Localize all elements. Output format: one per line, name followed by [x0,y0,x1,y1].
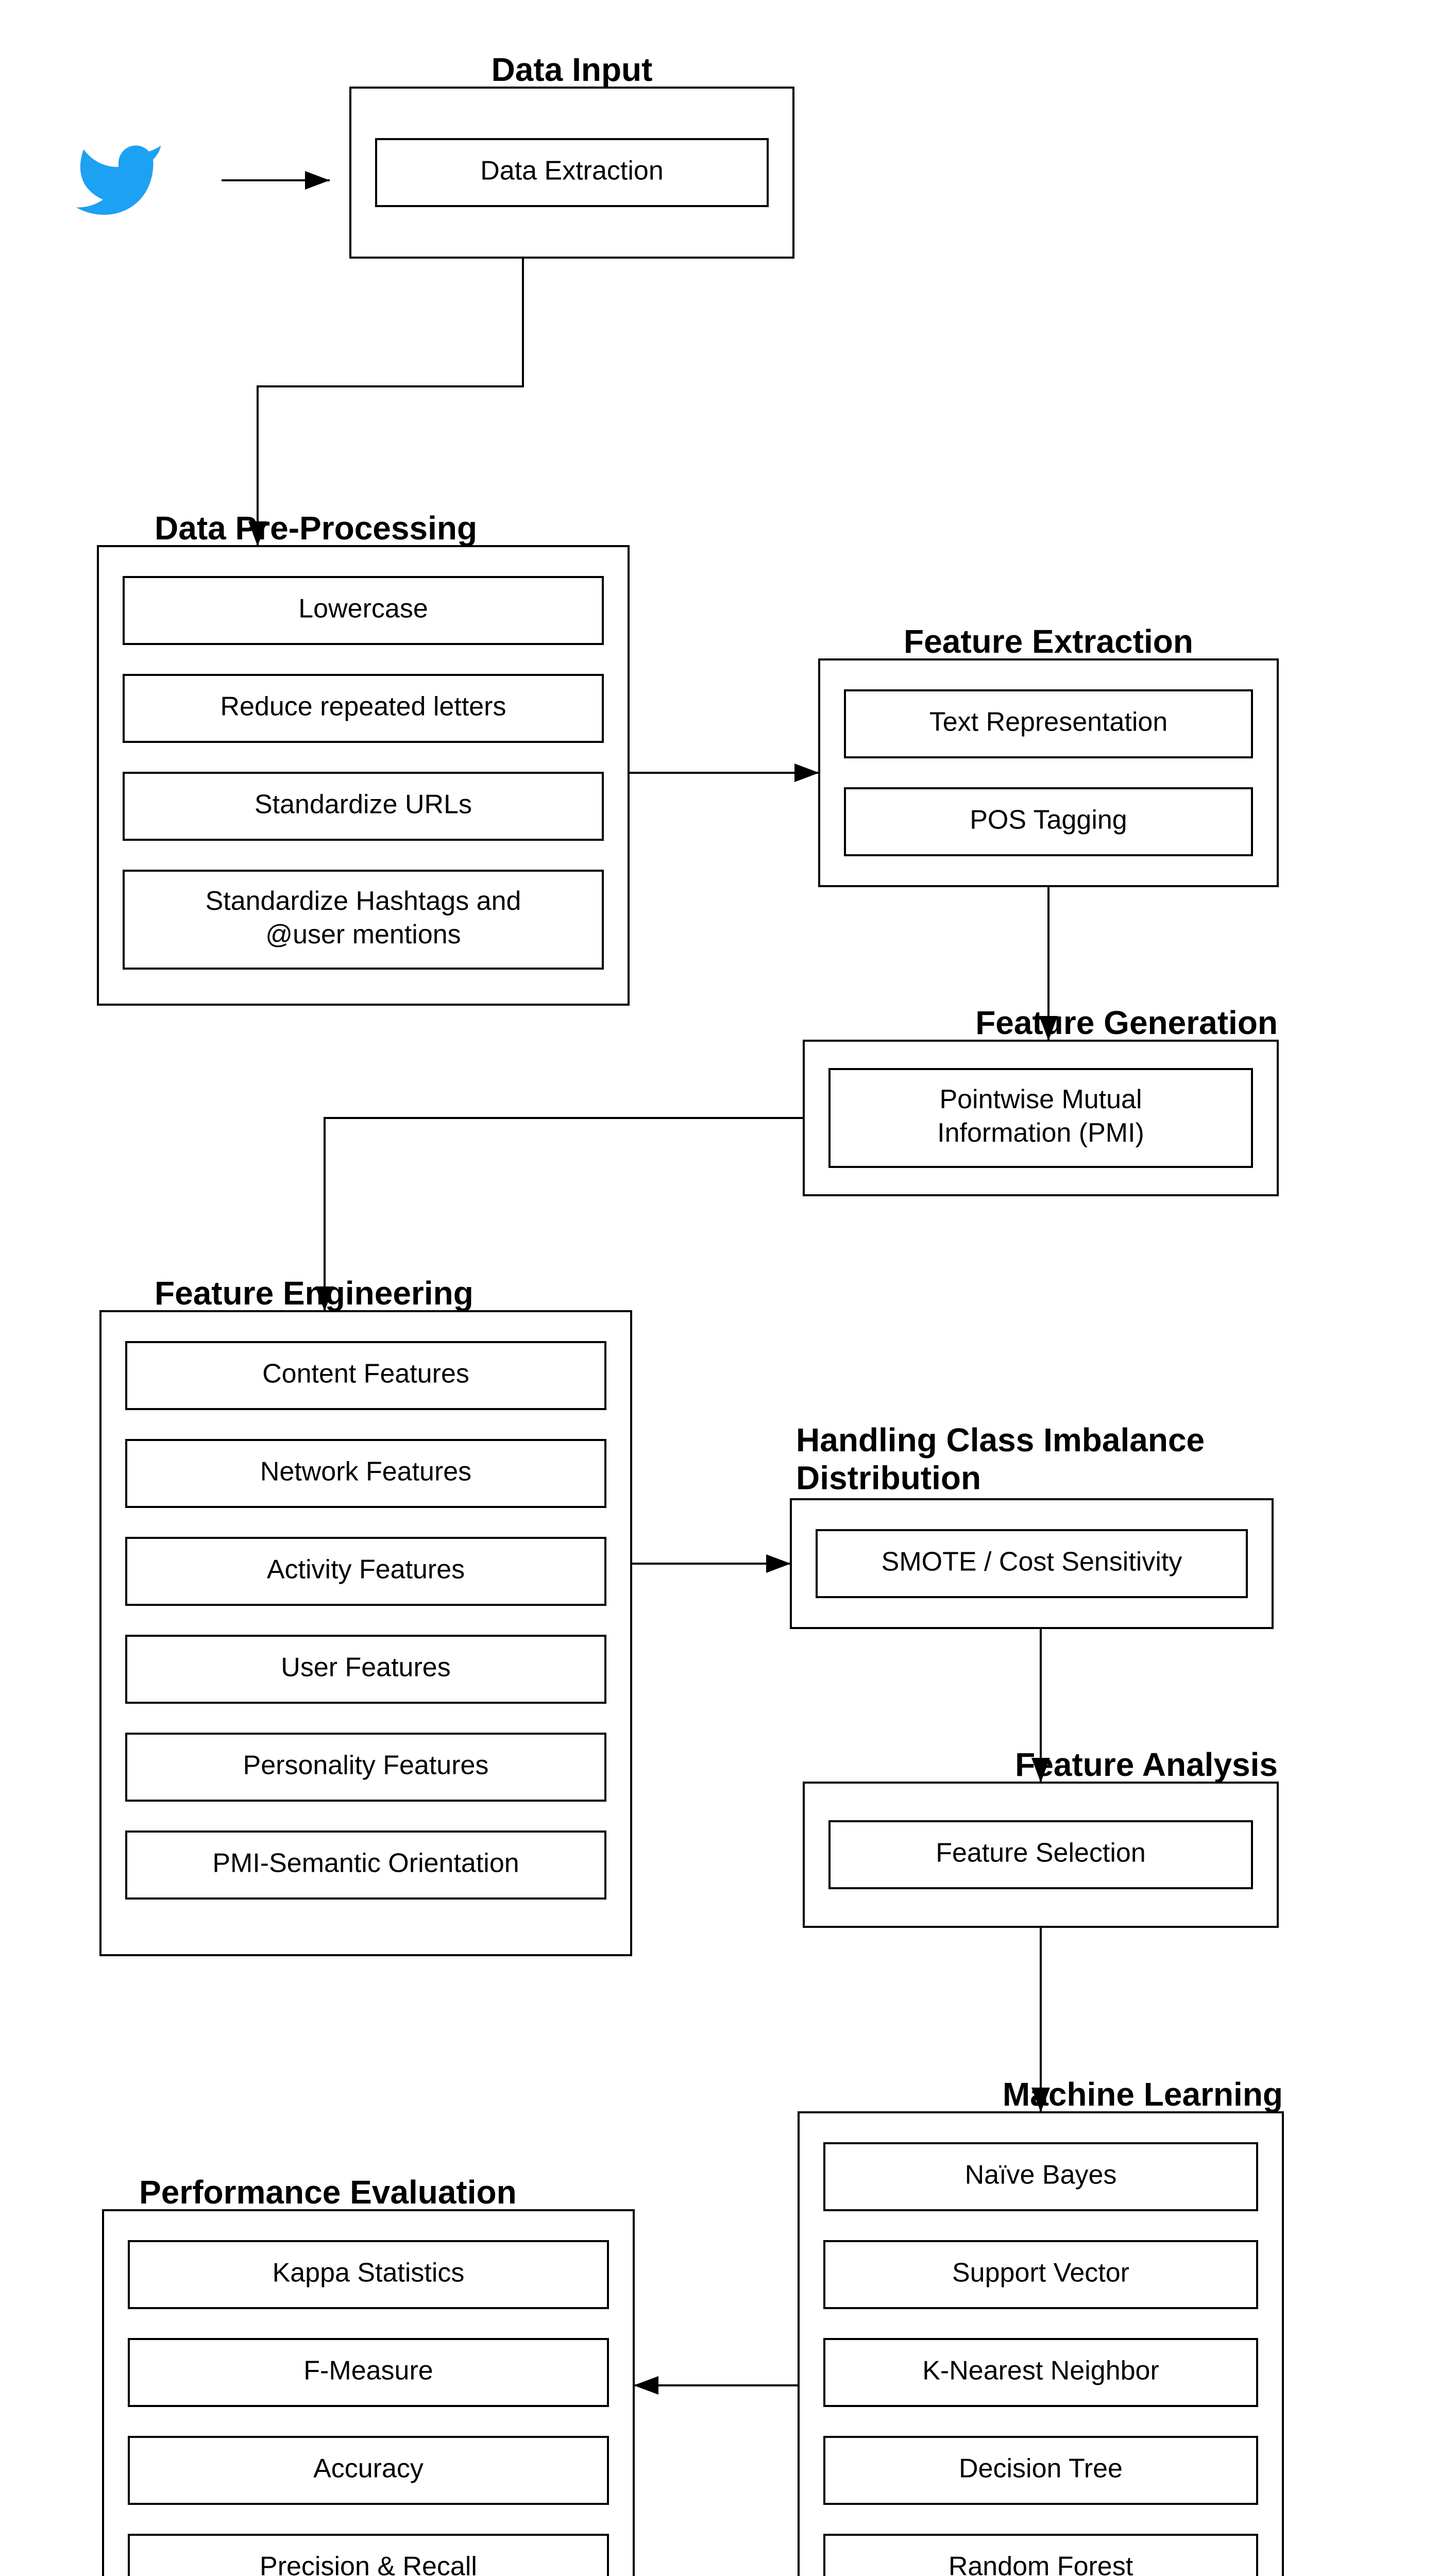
machine-learning-item: Naïve Bayes [965,2160,1117,2190]
feature-engineering-item: PMI-Semantic Orientation [212,1849,519,1878]
performance-eval-title: Performance Evaluation [139,2174,517,2211]
feature-engineering-item: Network Features [260,1457,471,1487]
pre-processing-item: Standardize Hashtags and [206,886,521,916]
feature-engineering-item: User Features [281,1653,450,1683]
input-to-preproc [258,258,523,546]
pre-processing-title: Data Pre-Processing [155,510,477,547]
feature-extraction [819,659,1278,886]
machine-learning-item: K-Nearest Neighbor [922,2356,1159,2386]
feature-analysis-title: Feature Analysis [1015,1746,1278,1783]
class-imbalance-title: Distribution [796,1460,981,1497]
feature-generation-item: Pointwise Mutual [939,1084,1142,1114]
performance-eval-item: Accuracy [313,2454,424,2484]
pre-processing-item: Lowercase [298,594,428,624]
feature-engineering-item: Content Features [262,1359,469,1389]
feature-extraction-item: Text Representation [929,707,1168,737]
feature-engineering-item: Personality Features [243,1751,489,1781]
machine-learning-item: Support Vector [952,2258,1129,2288]
feature-engineering-title: Feature Engineering [155,1275,473,1312]
data-input-item: Data Extraction [480,156,664,186]
feature-extraction-item: POS Tagging [970,805,1127,835]
feature-extraction-title: Feature Extraction [904,623,1193,660]
pre-processing-item: @user mentions [265,920,461,950]
feature-engineering-item: Activity Features [267,1555,465,1585]
data-input-title: Data Input [492,51,653,88]
feature-generation-item: Information (PMI) [937,1118,1144,1148]
pre-processing-item: Reduce repeated letters [220,692,506,722]
machine-learning-item: Random Forest [949,2552,1133,2576]
class-imbalance-item: SMOTE / Cost Sensitivity [882,1547,1182,1577]
performance-eval-item: Precision & Recall [260,2552,477,2576]
performance-eval-item: F-Measure [303,2356,433,2386]
feature-generation-title: Feature Generation [975,1004,1278,1041]
feature-analysis-item: Feature Selection [936,1838,1146,1868]
pre-processing-item: Standardize URLs [255,790,472,820]
class-imbalance-title: Handling Class Imbalance [796,1421,1205,1459]
machine-learning-item: Decision Tree [959,2454,1123,2484]
performance-eval-item: Kappa Statistics [273,2258,465,2288]
twitter-icon [76,145,161,215]
